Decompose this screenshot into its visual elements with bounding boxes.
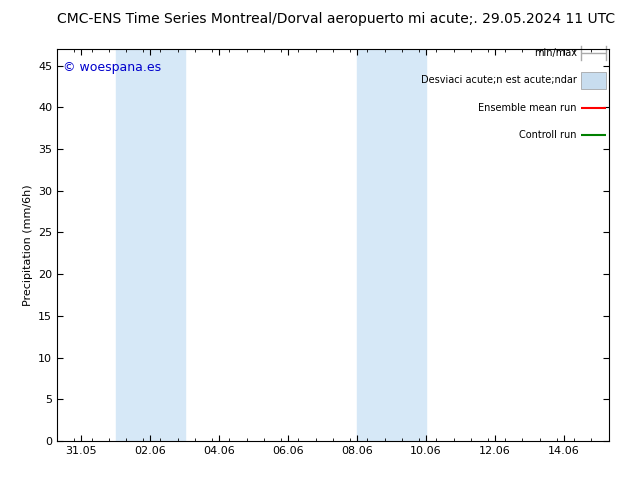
Y-axis label: Precipitation (mm/6h): Precipitation (mm/6h) xyxy=(23,184,32,306)
Text: Desviaci acute;n est acute;ndar: Desviaci acute;n est acute;ndar xyxy=(421,75,577,85)
Text: mi acute;. 29.05.2024 11 UTC: mi acute;. 29.05.2024 11 UTC xyxy=(408,12,615,26)
Bar xyxy=(581,72,606,89)
Text: © woespana.es: © woespana.es xyxy=(63,61,160,74)
Text: Controll run: Controll run xyxy=(519,130,577,140)
Text: min/max: min/max xyxy=(534,48,577,58)
Bar xyxy=(357,49,426,441)
Text: Ensemble mean run: Ensemble mean run xyxy=(478,103,577,113)
Bar xyxy=(115,49,184,441)
Text: CMC-ENS Time Series Montreal/Dorval aeropuerto: CMC-ENS Time Series Montreal/Dorval aero… xyxy=(57,12,404,26)
